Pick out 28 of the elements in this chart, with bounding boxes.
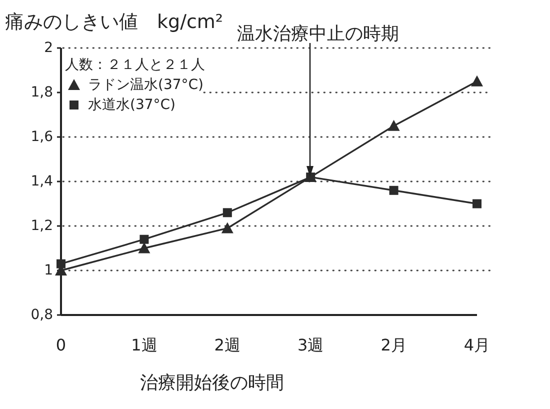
point bbox=[138, 242, 150, 254]
point bbox=[222, 208, 232, 218]
x-tick-label: 0 bbox=[56, 336, 66, 354]
y-tick-label: 1 bbox=[44, 262, 53, 278]
legend-label: ラドン温水(37°C) bbox=[88, 77, 204, 93]
x-tick-label: 1週 bbox=[131, 336, 158, 354]
x-axis-title: 治療開始後の時間 bbox=[140, 372, 284, 394]
legend-title: 人数：２１人と２１人 bbox=[65, 57, 205, 73]
x-tick-label: 3週 bbox=[298, 336, 324, 354]
point bbox=[140, 234, 149, 244]
y-tick-label: 2 bbox=[44, 40, 53, 56]
x-tick-label: 2週 bbox=[214, 336, 240, 354]
point bbox=[221, 222, 234, 234]
y-tick-label: 0,8 bbox=[30, 307, 53, 323]
point bbox=[56, 259, 66, 268]
y-tick-label: 1,2 bbox=[30, 218, 53, 234]
point bbox=[471, 75, 483, 86]
point bbox=[388, 120, 400, 131]
point bbox=[472, 199, 482, 208]
y-tick-label: 1,8 bbox=[30, 84, 53, 100]
y-axis-title: 痛みのしきい値 kg/cm² bbox=[5, 11, 224, 33]
text: 温水治療中止の時期 bbox=[237, 24, 399, 44]
y-tick-label: 1,6 bbox=[30, 129, 54, 145]
point bbox=[389, 186, 398, 195]
y-tick-label: 1,4 bbox=[30, 174, 54, 190]
x-tick-label: 4月 bbox=[464, 336, 490, 354]
legend-label: 水道水(37°C) bbox=[88, 97, 176, 113]
x-tick-label: 2月 bbox=[380, 336, 407, 354]
